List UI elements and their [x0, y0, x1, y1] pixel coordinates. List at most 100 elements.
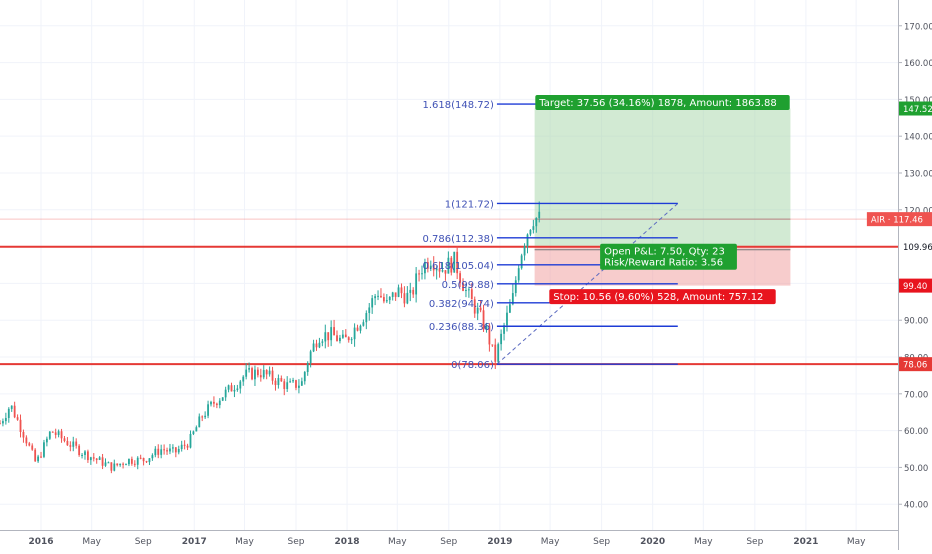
candle-body — [406, 292, 409, 304]
candle-body — [532, 226, 535, 230]
candle-body — [315, 343, 318, 348]
candle-body — [453, 251, 456, 273]
stop-price-tag: 99.40 — [903, 282, 927, 292]
target-label: Target: 37.56 (34.16%) 1878, Amount: 186… — [538, 98, 776, 109]
candle-body — [180, 444, 183, 449]
candle-body — [295, 380, 297, 388]
candle-body — [95, 458, 98, 460]
candle-body — [107, 462, 110, 464]
candle-body — [259, 375, 262, 378]
candle-body — [509, 304, 511, 313]
candle-body — [438, 268, 441, 272]
candle-body — [72, 441, 75, 447]
candle-body — [400, 287, 403, 294]
candle-body — [75, 441, 78, 446]
candle-body — [529, 229, 532, 235]
target-zone[interactable] — [534, 108, 791, 247]
candle-body — [429, 265, 432, 269]
candle-body — [388, 296, 391, 301]
candle-body — [213, 401, 215, 404]
candle-body — [347, 337, 350, 341]
candle-body — [98, 457, 101, 460]
y-tick-label: 160.00 — [904, 59, 932, 69]
candle-body — [324, 332, 327, 342]
candle-body — [92, 457, 95, 459]
candle-body — [494, 344, 497, 362]
candle-body — [385, 300, 388, 302]
fib-level-label: 0.618(105.04) — [423, 261, 495, 272]
fib-level-label: 1(121.72) — [445, 199, 494, 210]
candle-body — [233, 389, 236, 392]
candle-body — [526, 234, 529, 247]
candle-body — [514, 280, 517, 294]
last-price-badge-bg — [866, 212, 932, 227]
candle-body — [16, 417, 19, 420]
candle-body — [488, 325, 491, 345]
candle-body — [374, 296, 377, 299]
candle-body — [160, 449, 163, 455]
candle-body — [37, 456, 40, 462]
candle-body — [186, 445, 189, 448]
y-tick-label: 120.00 — [904, 206, 932, 216]
candle-body — [303, 372, 306, 382]
x-tick-label: Sep — [593, 537, 610, 547]
candle-body — [330, 327, 333, 341]
candle-body — [520, 255, 523, 269]
candle-body — [503, 325, 505, 334]
candle-body — [538, 211, 541, 219]
candle-body — [382, 297, 385, 302]
pnl-label: Open P&L: 7.50, Qty: 23 — [604, 247, 725, 258]
fib-level-label: 1.618(148.72) — [423, 100, 495, 111]
y-tick-label: 60.00 — [904, 427, 928, 437]
candle-body — [192, 431, 195, 434]
candle-body — [485, 325, 488, 330]
candle-body — [312, 343, 315, 352]
last-price-badge: AIR · 117.46 — [871, 216, 923, 226]
x-axis[interactable]: 2016 May Sep 2017 May Sep 2018 May Sep 2019 May Sep… — [0, 530, 932, 550]
candle-body — [154, 448, 157, 456]
candle-body — [78, 445, 81, 456]
candle-body — [298, 385, 300, 388]
candle-body — [87, 451, 89, 461]
x-tick-label: May — [388, 537, 407, 547]
candle-body — [7, 408, 10, 418]
y-tick-label: 70.00 — [904, 390, 928, 400]
candle-body — [254, 369, 256, 380]
candle-body — [517, 268, 520, 281]
candle-body — [473, 299, 476, 314]
candle-body — [136, 457, 139, 465]
position-labels: Target: 37.56 (34.16%) 1878, Amount: 186… — [535, 95, 790, 305]
candle-body — [397, 287, 400, 297]
candle-body — [227, 385, 230, 390]
candle-body — [236, 388, 239, 390]
candle-body — [418, 273, 420, 275]
hline-price-tag-2: 78.06 — [903, 361, 927, 371]
candle-body — [113, 463, 116, 471]
candle-body — [239, 381, 242, 389]
candle-body — [280, 378, 283, 382]
horizontal-lines[interactable] — [0, 218, 898, 366]
candle-body — [63, 438, 66, 441]
candle-body — [441, 270, 444, 272]
candle-body — [265, 370, 268, 375]
candle-body — [66, 440, 69, 446]
y-tick-label: 170.00 — [904, 22, 932, 32]
candle-body — [69, 445, 72, 447]
position-tool[interactable] — [534, 108, 791, 286]
candle-body — [10, 405, 13, 409]
x-tick-label: 2021 — [793, 537, 818, 547]
hline-price-tag-1-bg — [899, 239, 932, 254]
candle-body — [128, 458, 130, 465]
x-tick-label: Sep — [746, 537, 763, 547]
target-label-bg — [535, 95, 790, 111]
y-axis[interactable]: 40.0050.0060.0070.0080.0090.00100.00110.… — [866, 0, 932, 550]
candle-body — [412, 289, 415, 295]
x-tick-label: 2019 — [487, 537, 512, 547]
y-tick-label: 90.00 — [904, 317, 928, 327]
candle-body — [426, 262, 429, 269]
candle-body — [84, 451, 86, 455]
candle-body — [0, 423, 1, 425]
candle-body — [289, 381, 292, 383]
